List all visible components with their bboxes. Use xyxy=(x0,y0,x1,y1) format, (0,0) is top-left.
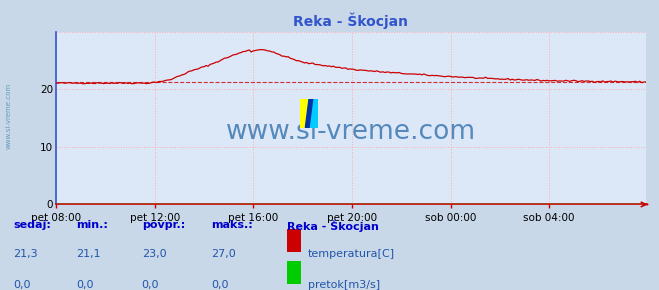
Text: www.si-vreme.com: www.si-vreme.com xyxy=(5,83,11,149)
Text: 27,0: 27,0 xyxy=(211,249,236,258)
Text: sedaj:: sedaj: xyxy=(13,220,51,230)
Text: maks.:: maks.: xyxy=(211,220,252,230)
Bar xyxy=(287,261,301,284)
Text: 23,0: 23,0 xyxy=(142,249,166,258)
Title: Reka - Škocjan: Reka - Škocjan xyxy=(293,13,409,29)
Text: www.si-vreme.com: www.si-vreme.com xyxy=(226,119,476,145)
Polygon shape xyxy=(309,99,318,128)
Text: min.:: min.: xyxy=(76,220,107,230)
Text: 0,0: 0,0 xyxy=(211,280,229,290)
Text: 21,1: 21,1 xyxy=(76,249,100,258)
Bar xyxy=(287,229,301,252)
Text: temperatura[C]: temperatura[C] xyxy=(308,249,395,258)
Text: povpr.:: povpr.: xyxy=(142,220,185,230)
Text: 21,3: 21,3 xyxy=(13,249,38,258)
Text: 0,0: 0,0 xyxy=(76,280,94,290)
Polygon shape xyxy=(305,99,313,128)
Text: 0,0: 0,0 xyxy=(142,280,159,290)
Text: Reka - Škocjan: Reka - Škocjan xyxy=(287,220,378,232)
Text: 0,0: 0,0 xyxy=(13,280,31,290)
Text: pretok[m3/s]: pretok[m3/s] xyxy=(308,280,380,290)
Polygon shape xyxy=(300,99,309,128)
